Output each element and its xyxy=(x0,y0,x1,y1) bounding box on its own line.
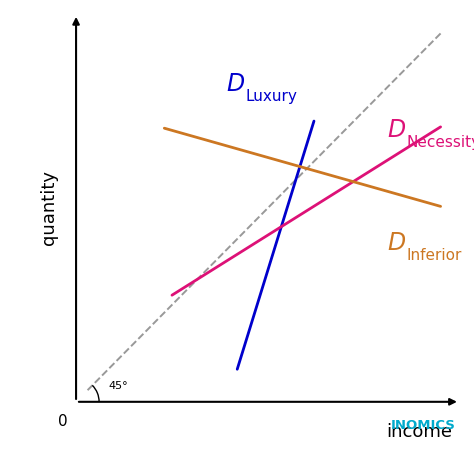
Text: income: income xyxy=(386,423,452,441)
Text: INOMICS: INOMICS xyxy=(391,419,456,432)
Text: $\mathit{D}$: $\mathit{D}$ xyxy=(387,118,406,142)
Text: $\mathit{D}$: $\mathit{D}$ xyxy=(387,231,406,255)
Text: Luxury: Luxury xyxy=(246,89,298,104)
Text: Inferior: Inferior xyxy=(407,248,462,263)
Text: 45°: 45° xyxy=(109,381,128,391)
Text: Necessity: Necessity xyxy=(407,135,474,150)
Text: $\mathit{D}$: $\mathit{D}$ xyxy=(226,72,245,96)
Text: 0: 0 xyxy=(58,414,67,429)
Text: quantity: quantity xyxy=(40,170,58,245)
